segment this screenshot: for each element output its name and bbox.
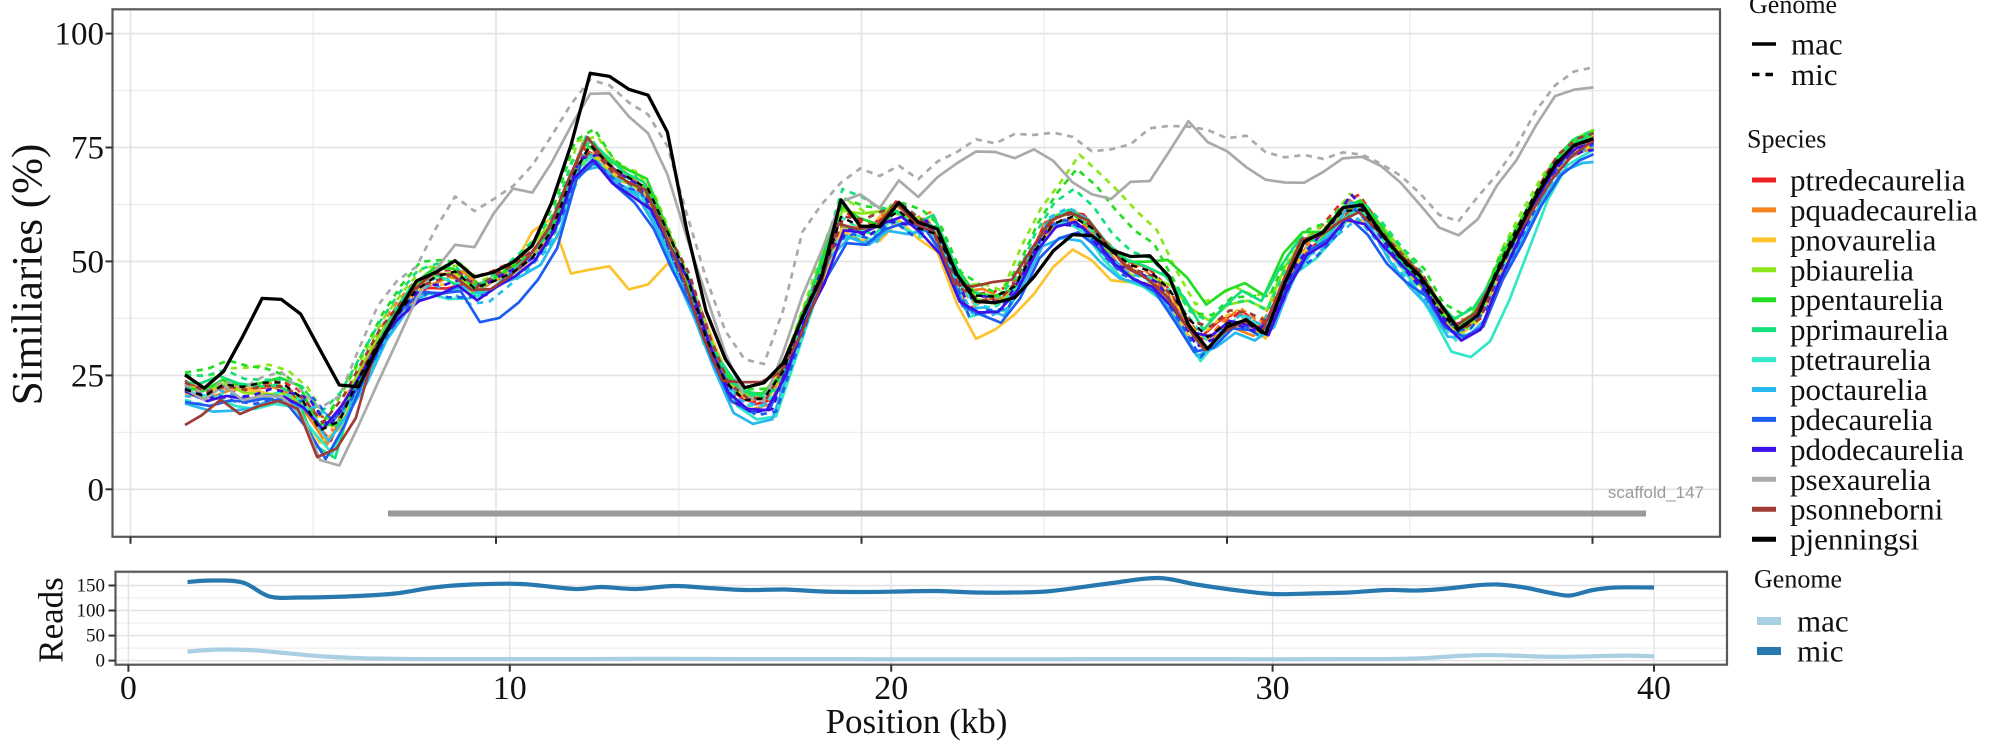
svg-text:Position (kb): Position (kb) — [826, 702, 1008, 741]
svg-text:psexaurelia: psexaurelia — [1790, 462, 1931, 497]
svg-text:10: 10 — [493, 670, 527, 707]
svg-text:Species: Species — [1747, 125, 1826, 154]
svg-text:pprimaurelia: pprimaurelia — [1790, 312, 1949, 347]
svg-text:30: 30 — [1256, 670, 1290, 707]
svg-text:mac: mac — [1791, 27, 1843, 62]
svg-text:pdecaurelia: pdecaurelia — [1790, 402, 1933, 437]
svg-text:ppentaurelia: ppentaurelia — [1790, 282, 1943, 317]
svg-text:25: 25 — [71, 358, 104, 394]
svg-text:150: 150 — [77, 576, 106, 597]
svg-text:Reads: Reads — [32, 577, 71, 663]
svg-text:mac: mac — [1797, 604, 1849, 639]
svg-text:pbiaurelia: pbiaurelia — [1790, 252, 1914, 287]
svg-text:ptredecaurelia: ptredecaurelia — [1790, 163, 1966, 198]
svg-text:scaffold_147: scaffold_147 — [1608, 483, 1704, 502]
svg-text:Genome: Genome — [1749, 0, 1837, 19]
svg-text:pnovaurelia: pnovaurelia — [1790, 222, 1937, 257]
svg-text:0: 0 — [96, 651, 106, 672]
svg-text:20: 20 — [874, 670, 908, 707]
svg-text:pquadecaurelia: pquadecaurelia — [1790, 192, 1978, 227]
svg-text:mic: mic — [1791, 57, 1838, 92]
svg-text:mic: mic — [1797, 634, 1844, 669]
svg-text:psonneborni: psonneborni — [1790, 492, 1944, 527]
svg-text:100: 100 — [55, 17, 105, 53]
svg-text:pdodecaurelia: pdodecaurelia — [1790, 432, 1964, 467]
svg-text:0: 0 — [88, 472, 105, 508]
svg-text:Similiaries (%): Similiaries (%) — [5, 144, 52, 406]
svg-text:50: 50 — [86, 626, 105, 647]
svg-text:0: 0 — [120, 670, 137, 707]
svg-text:pjenningsi: pjenningsi — [1790, 522, 1920, 557]
svg-text:75: 75 — [71, 131, 104, 167]
svg-text:ptetraurelia: ptetraurelia — [1790, 342, 1931, 377]
svg-text:poctaurelia: poctaurelia — [1790, 372, 1928, 407]
svg-text:100: 100 — [77, 601, 106, 622]
svg-text:Genome: Genome — [1754, 565, 1842, 594]
svg-text:40: 40 — [1637, 670, 1671, 707]
svg-text:50: 50 — [71, 244, 104, 280]
